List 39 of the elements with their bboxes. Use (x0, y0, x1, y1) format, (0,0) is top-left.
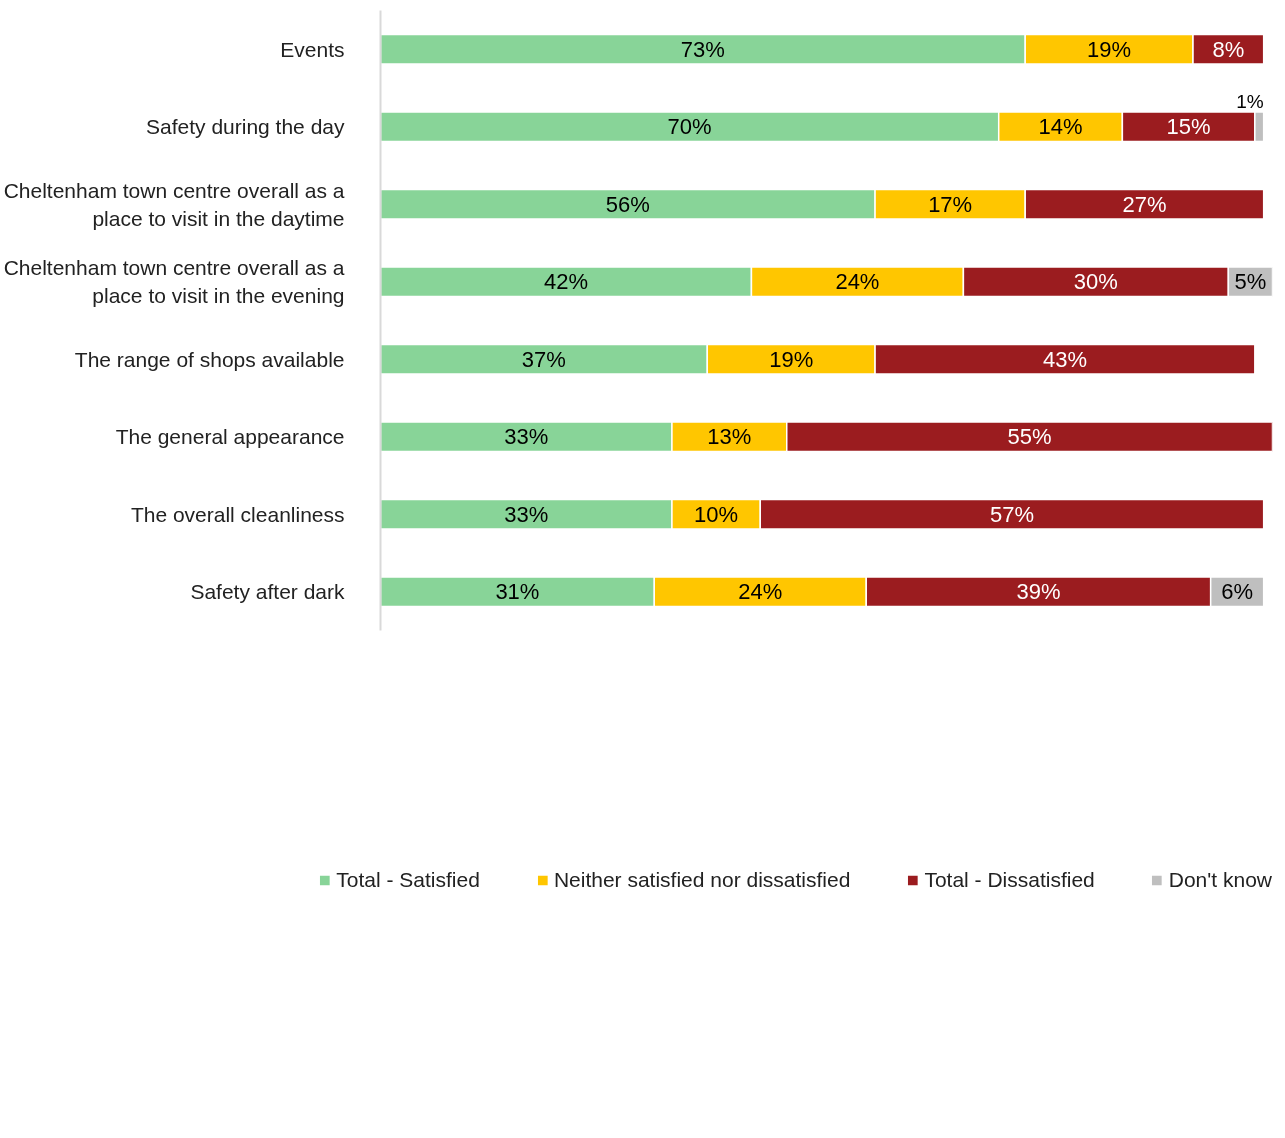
y-tick-label: The general appearance (115, 425, 345, 449)
data-label: 30% (1073, 269, 1118, 295)
data-label: 70% (667, 114, 712, 140)
data-label: 1% (1236, 90, 1264, 112)
data-label: 14% (1038, 114, 1083, 140)
y-tick-label: Cheltenham town centre overall as a place to visit in the evening (3, 256, 345, 308)
data-label: 31% (495, 579, 540, 605)
data-label: 56% (605, 191, 650, 217)
data-label: 24% (738, 579, 783, 605)
data-label: 19% (769, 346, 814, 372)
data-label: 43% (1042, 346, 1087, 372)
data-label: 24% (835, 269, 880, 295)
data-label: 17% (928, 191, 973, 217)
data-label: 8% (1212, 36, 1245, 62)
legend-label: Total - Satisfied (336, 868, 480, 892)
data-label: 73% (680, 36, 725, 62)
data-label: 5% (1234, 269, 1267, 295)
data-label: 33% (504, 424, 549, 450)
legend-label: Don't know (1168, 868, 1272, 892)
data-label: 27% (1122, 191, 1167, 217)
legend-label: Neither satisfied nor dissatisfied (553, 868, 851, 892)
y-tick-label: Events (280, 37, 345, 61)
y-tick-label: The overall cleanliness (130, 502, 345, 526)
y-tick-label: Cheltenham town centre overall as a place to visit in the daytime (3, 178, 345, 230)
data-label: 19% (1087, 36, 1132, 62)
data-label: 55% (1007, 424, 1052, 450)
data-label: 57% (989, 501, 1034, 527)
data-label: 13% (707, 424, 752, 450)
data-label: 6% (1221, 579, 1254, 605)
data-label: 10% (694, 501, 739, 527)
y-tick-label: Safety after dark (190, 580, 345, 604)
data-label: 37% (521, 346, 566, 372)
data-label: 33% (504, 501, 549, 527)
data-label: 42% (543, 269, 588, 295)
legend-label: Total - Dissatisfied (924, 868, 1095, 892)
data-label: 39% (1016, 579, 1061, 605)
y-tick-label: Safety during the day (146, 115, 345, 139)
data-label: 15% (1166, 114, 1211, 140)
y-tick-label: The range of shops available (74, 347, 345, 371)
